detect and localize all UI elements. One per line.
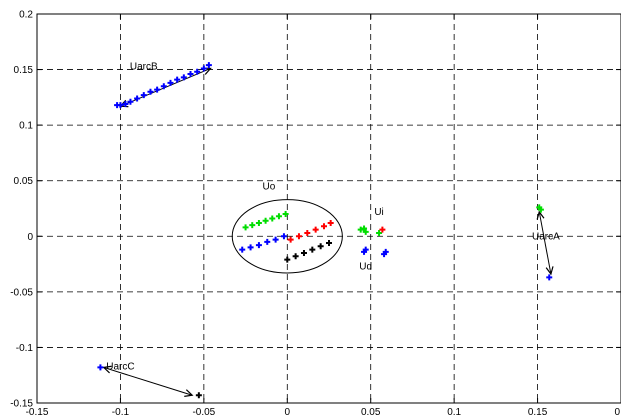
data-point	[376, 229, 383, 236]
data-point	[239, 246, 246, 253]
y-tick-label: 0	[27, 232, 33, 243]
data-point	[147, 88, 154, 95]
data-point	[97, 364, 104, 371]
data-point	[117, 102, 124, 109]
x-tick-label: 0.15	[528, 407, 548, 418]
arrow-head	[102, 365, 112, 374]
x-tick-label: -0.05	[192, 407, 215, 418]
arrows	[102, 67, 554, 397]
data-point	[320, 223, 327, 230]
data-point	[154, 86, 161, 93]
data-point	[287, 236, 294, 243]
data-point	[312, 226, 319, 233]
data-point	[160, 83, 167, 90]
annotations: UarcB UarcC UarcA Uo Ui Ud	[106, 62, 560, 373]
annotation-label: UarcB	[130, 62, 158, 73]
arrow-line	[538, 211, 552, 275]
data-point	[292, 253, 299, 260]
x-tick-label: -0.15	[26, 407, 49, 418]
annotation-label: Ui	[374, 207, 383, 218]
y-tick-label: 0.05	[14, 176, 34, 187]
data-point	[379, 226, 386, 233]
ellipse-outline	[231, 199, 343, 274]
data-point	[127, 98, 134, 105]
axis-ticks	[36, 13, 621, 404]
data-point	[247, 244, 254, 251]
x-tick-labels: -0.15 -0.1 -0.05 0 0.05 0.1 0.15 0	[26, 407, 621, 418]
y-tick-label: 0.1	[19, 121, 33, 132]
data-point	[140, 92, 147, 99]
data-point	[309, 246, 316, 253]
grid	[37, 14, 621, 403]
data-point	[357, 226, 364, 233]
arrow-head	[184, 389, 194, 397]
x-tick-label: 0.05	[361, 407, 381, 418]
x-tick-label: 0.1	[447, 407, 461, 418]
data-point	[122, 101, 129, 108]
data-point	[255, 242, 262, 249]
data-point	[262, 217, 269, 224]
data-point	[362, 246, 369, 253]
data-point	[362, 228, 369, 235]
data-point	[134, 95, 141, 102]
data-point	[272, 236, 279, 243]
data-point	[327, 219, 334, 226]
data-point	[537, 206, 544, 213]
data-point	[361, 225, 368, 232]
data-point	[295, 233, 302, 240]
data-point	[304, 229, 311, 236]
data-point	[180, 74, 187, 81]
data-points	[97, 62, 553, 399]
data-point	[255, 219, 262, 226]
arrow-line	[103, 366, 193, 396]
x-tick-label: 0	[285, 407, 291, 418]
annotation-label: UarcA	[532, 232, 560, 243]
annotation-label: UarcC	[106, 362, 134, 373]
arrow-head	[545, 266, 554, 276]
y-tick-label: -0.15	[10, 399, 33, 410]
data-point	[200, 65, 207, 72]
data-point	[282, 211, 289, 218]
data-point	[275, 213, 282, 220]
data-point	[326, 239, 332, 246]
data-point	[546, 274, 553, 281]
y-tick-label: -0.05	[10, 287, 33, 298]
annotation-label: Ud	[359, 262, 372, 273]
y-tick-label: 0.2	[19, 10, 33, 21]
data-point	[264, 238, 271, 245]
data-point	[249, 222, 256, 229]
y-tick-label: 0.15	[14, 65, 34, 76]
data-point	[174, 76, 181, 83]
y-tick-labels: 0.2 0.15 0.1 0.05 0 -0.05 -0.1 -0.15	[10, 10, 33, 410]
data-point	[269, 215, 276, 222]
data-point	[194, 68, 201, 75]
data-point	[300, 249, 307, 256]
data-point	[280, 233, 287, 240]
data-point	[317, 243, 324, 250]
data-point	[195, 392, 202, 399]
x-tick-label: 0	[614, 407, 620, 418]
data-point	[284, 256, 291, 263]
data-point	[242, 224, 249, 231]
annotation-label: Uo	[263, 182, 276, 193]
data-point	[187, 71, 194, 78]
y-tick-label: -0.1	[16, 343, 34, 354]
data-point	[167, 79, 174, 86]
x-tick-label: -0.1	[112, 407, 130, 418]
arrow-line	[120, 67, 211, 107]
data-point	[205, 62, 212, 69]
plot-area	[36, 13, 621, 404]
data-point	[382, 248, 389, 255]
ellipse-layer	[231, 199, 343, 274]
arrow-head	[536, 210, 545, 220]
